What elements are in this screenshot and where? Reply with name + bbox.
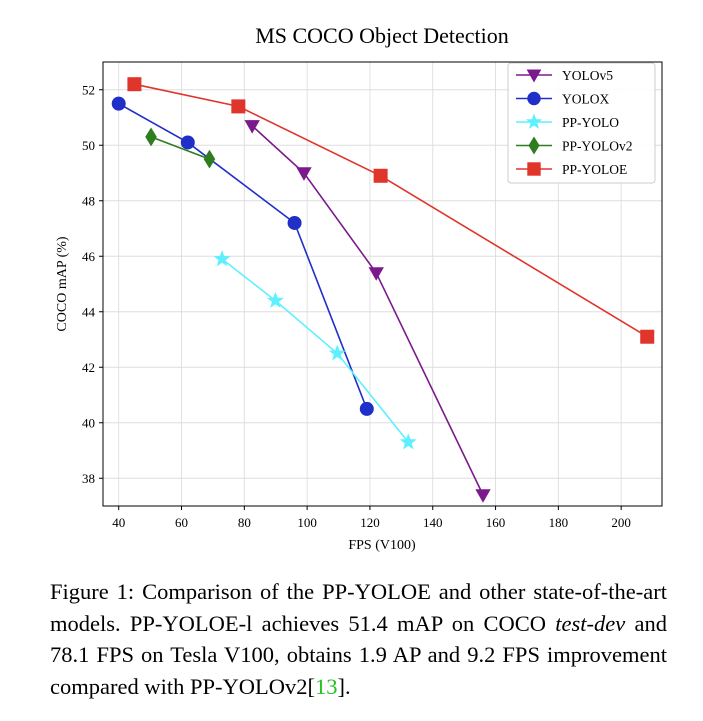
series-yolox — [111, 96, 374, 416]
legend-entry: PP-YOLO — [516, 113, 619, 130]
legend-swatch-marker — [528, 136, 540, 155]
series-layer — [111, 77, 655, 503]
x-tick-label: 80 — [238, 515, 251, 530]
series-line — [150, 136, 210, 160]
y-axis-label: COCO mAP (%) — [55, 236, 70, 331]
chart-svg: 40 60 80 100 120 140 160 180 200 38 40 42 44 46 48 50 52… — [55, 23, 663, 553]
x-tick-label: 160 — [486, 515, 506, 530]
chart-title: MS COCO Object Detection — [255, 23, 509, 48]
y-tick-label: 50 — [82, 138, 95, 153]
x-axis-label: FPS (V100) — [348, 538, 416, 553]
series-pp-yolov2 — [145, 127, 216, 169]
chart-figure: 40 60 80 100 120 140 160 180 200 38 40 42 44 46 48 50 52… — [55, 23, 663, 553]
x-tick-label: 180 — [549, 515, 569, 530]
data-point — [111, 96, 126, 111]
legend-label: YOLOX — [562, 92, 609, 107]
legend-label: PP-YOLOv2 — [562, 139, 633, 154]
data-point — [373, 168, 388, 183]
y-tick-label: 40 — [82, 415, 95, 430]
y-tick-label: 46 — [82, 249, 96, 264]
y-tick-label: 48 — [82, 193, 95, 208]
data-point — [213, 250, 231, 267]
data-point — [203, 149, 216, 169]
legend-label: PP-YOLO — [562, 115, 619, 130]
data-point — [287, 215, 302, 230]
data-point — [296, 167, 312, 181]
series-line — [118, 102, 368, 410]
legend-swatch-marker — [525, 113, 543, 129]
data-point — [359, 401, 374, 416]
series-line — [251, 125, 484, 496]
series-line — [221, 258, 409, 443]
x-tick-label: 60 — [175, 515, 188, 530]
legend-entry: PP-YOLOv2 — [516, 136, 633, 155]
data-point — [145, 127, 157, 147]
caption-suffix: ]. — [337, 673, 351, 699]
y-tick-label: 38 — [82, 471, 95, 486]
grid — [103, 62, 662, 506]
legend-swatch-marker — [527, 162, 541, 176]
series-line — [134, 83, 648, 338]
legend-label: YOLOv5 — [562, 68, 613, 83]
caption-middle: and 78.1 FPS on Tesla V100, obtains 1.9 … — [50, 610, 667, 699]
plot-frame — [102, 61, 663, 507]
series-pp-yoloe — [127, 77, 655, 344]
caption-prefix: Figure 1: Comparison of the PP-YOLOE and… — [50, 579, 667, 636]
legend-label: PP-YOLOE — [562, 162, 627, 177]
series-yolov5 — [244, 120, 491, 503]
legend-entry: YOLOX — [516, 92, 609, 107]
x-tick-label: 140 — [423, 515, 443, 530]
legend-swatch-marker — [527, 91, 541, 106]
data-point — [368, 267, 384, 281]
data-point — [244, 120, 260, 134]
axis-ticks: 40 60 80 100 120 140 160 180 200 38 40 42 44 46 48 50 52 — [82, 82, 631, 530]
caption-reference-link[interactable]: 13 — [314, 673, 338, 699]
figure-caption: Figure 1: Comparison of the PP-YOLOE and… — [50, 576, 667, 702]
data-point — [399, 433, 417, 450]
x-tick-label: 40 — [112, 515, 125, 530]
legend: YOLOv5 YOLOX PP-YOLO PP-YOLOv2 PP-YOLOE — [507, 62, 656, 184]
legend-swatch-marker — [526, 69, 542, 83]
caption-italic: test-dev — [555, 610, 626, 636]
y-tick-label: 52 — [82, 82, 95, 97]
data-point — [475, 489, 491, 503]
legend-entry: YOLOv5 — [516, 68, 613, 83]
data-point — [127, 77, 142, 92]
y-tick-label: 44 — [82, 304, 96, 319]
data-point — [640, 329, 655, 344]
data-point — [266, 291, 284, 308]
series-pp-yolo — [213, 250, 417, 450]
x-tick-label: 120 — [360, 515, 380, 530]
x-tick-label: 100 — [297, 515, 317, 530]
data-point — [231, 99, 246, 114]
data-point — [328, 344, 346, 361]
data-point — [180, 135, 195, 150]
y-tick-label: 42 — [82, 360, 95, 375]
legend-frame — [507, 62, 656, 184]
x-tick-label: 200 — [611, 515, 631, 530]
legend-entry: PP-YOLOE — [516, 162, 627, 177]
